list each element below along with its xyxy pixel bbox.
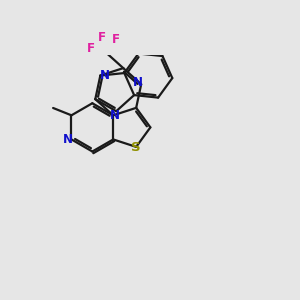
Text: N: N bbox=[100, 69, 110, 82]
Text: N: N bbox=[110, 109, 119, 122]
Text: F: F bbox=[98, 31, 106, 44]
Text: N: N bbox=[62, 133, 73, 146]
Text: F: F bbox=[86, 42, 94, 55]
Text: N: N bbox=[133, 76, 143, 88]
Text: F: F bbox=[112, 33, 120, 46]
Text: S: S bbox=[131, 141, 141, 154]
